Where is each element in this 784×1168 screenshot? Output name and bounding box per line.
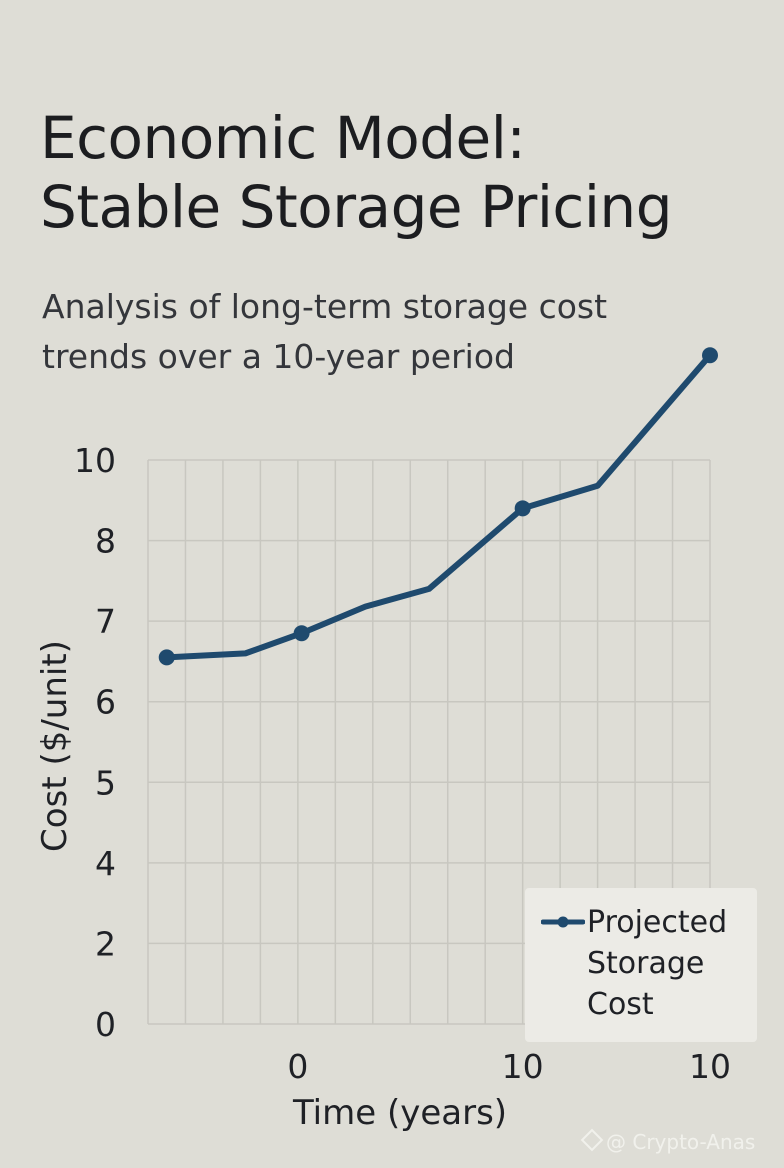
y-axis-label: Cost ($/unit) — [35, 640, 75, 852]
x-axis-label: Time (years) — [292, 1093, 507, 1133]
y-tick-label: 5 — [95, 763, 116, 802]
x-tick-label: 0 — [287, 1047, 308, 1086]
page-title-line-1: Economic Model: — [40, 104, 526, 172]
y-tick-label: 10 — [74, 441, 116, 480]
y-tick-label: 8 — [95, 522, 116, 561]
page-subtitle: Analysis of long-term storage cost trend… — [42, 282, 607, 381]
data-point — [158, 649, 175, 666]
page-subtitle-line-2: trends over a 10-year period — [42, 336, 515, 376]
legend-swatch-line-icon — [541, 916, 585, 928]
page-title-line-2: Stable Storage Pricing — [40, 173, 673, 242]
legend-label: Projected Storage Cost — [587, 905, 728, 1022]
binance-diamond-icon — [580, 1128, 604, 1152]
watermark: @ Crypto-Anas — [580, 1128, 756, 1154]
series-line — [163, 352, 713, 661]
data-point — [702, 347, 718, 364]
y-tick-label: 4 — [95, 844, 116, 883]
y-tick-label: 6 — [95, 683, 116, 722]
chart-legend: Projected Storage Cost — [525, 888, 757, 1042]
y-tick-label: 7 — [95, 602, 116, 641]
data-point — [293, 625, 310, 642]
x-tick-label: 10 — [689, 1047, 731, 1086]
data-point — [514, 500, 531, 517]
x-tick-label: 10 — [502, 1047, 544, 1086]
watermark-text: @ Crypto-Anas — [606, 1130, 756, 1154]
page-title: Economic Model: Stable Storage Pricing — [40, 104, 673, 242]
y-tick-label: 2 — [95, 924, 116, 963]
legend-swatch-marker — [557, 916, 569, 928]
page-subtitle-line-1: Analysis of long-term storage cost — [42, 287, 608, 326]
y-tick-label: 0 — [95, 1005, 116, 1044]
